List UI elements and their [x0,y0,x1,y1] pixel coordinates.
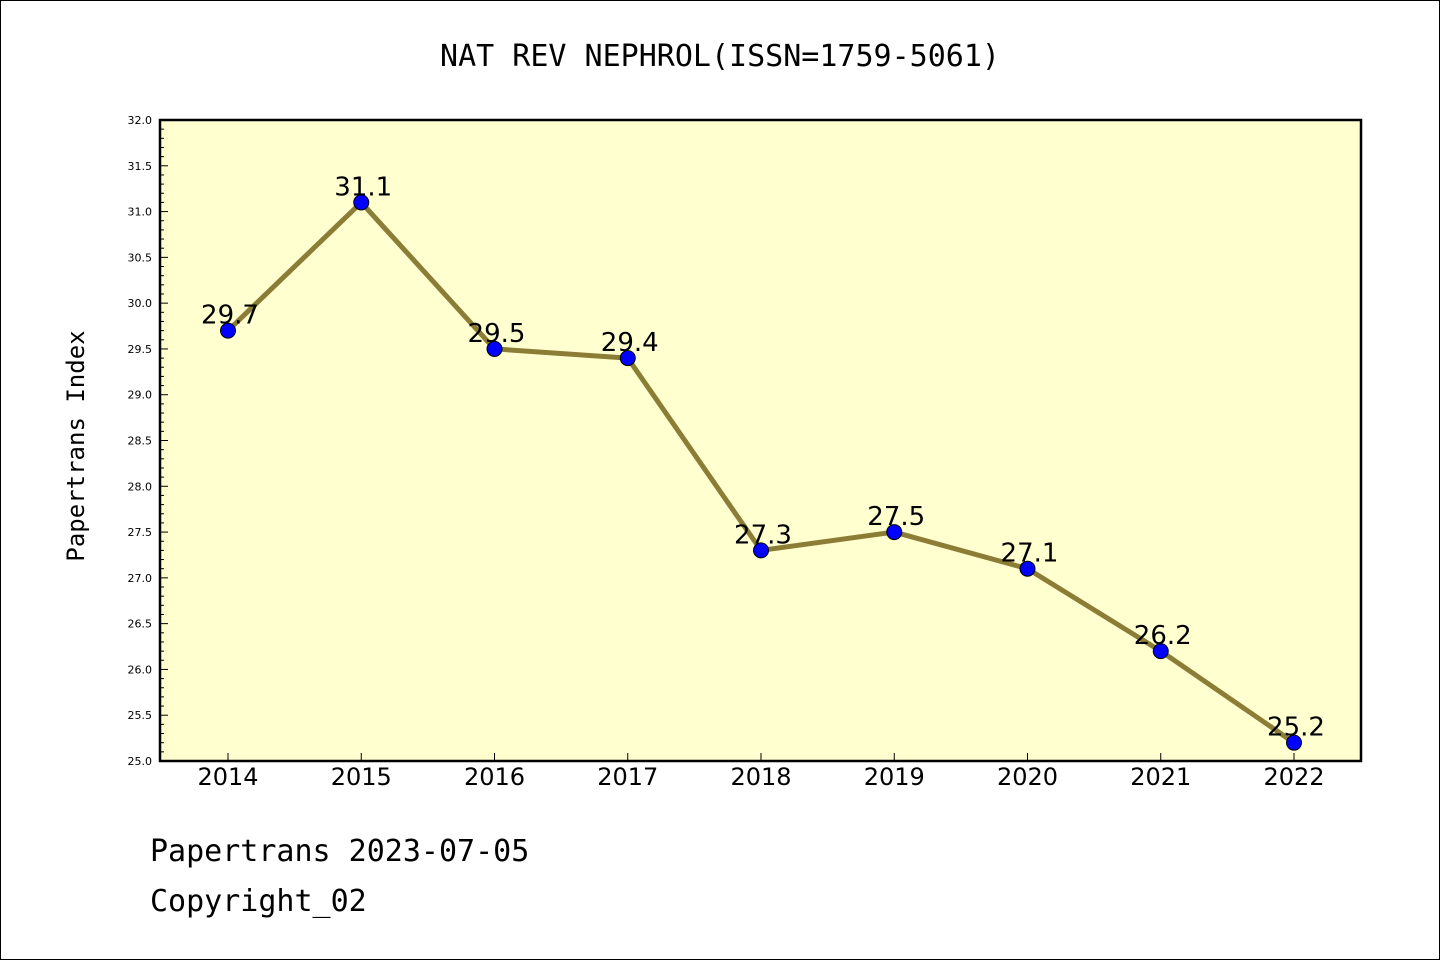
data-label: 29.4 [601,328,659,358]
x-tick-label: 2016 [464,763,525,791]
data-point-marker [753,542,769,559]
y-tick-label: 31.0 [128,206,153,219]
x-axis-ticks: 2014 2015 2016 2017 2018 2019 2020 2021 2022 [197,753,1325,791]
data-label: 25.2 [1267,713,1325,743]
y-axis-label: Papertrans Index [62,330,90,561]
y-tick-label: 30.5 [128,251,153,264]
data-label: 27.3 [734,520,792,550]
x-tick-label: 2020 [997,763,1058,791]
data-label: 29.7 [201,301,259,331]
data-label: 31.1 [334,172,392,202]
data-point-marker [353,194,370,211]
data-point-marker [220,322,236,339]
y-tick-label: 28.5 [128,435,153,448]
y-tick-label: 30.0 [128,297,153,310]
data-point-marker [1019,560,1036,577]
data-point-marker [619,350,636,367]
x-tick-label: 2017 [597,763,658,791]
data-labels-group: 29.7 31.1 29.5 29.4 27.3 27.5 27.1 26.2 25.2 [201,172,1325,742]
x-tick-label: 2019 [864,763,925,791]
y-tick-label: 29.5 [128,343,153,356]
y-axis-ticks: 25.0 25.5 26.0 26.5 27.0 27.5 28.0 28.5 29.0 29.5… [128,114,168,768]
series-line-group [220,194,1302,751]
y-tick-label: 31.5 [128,160,153,173]
data-point-marker [1286,734,1302,751]
data-point-marker [486,340,503,357]
chart-title: NAT REV NEPHROL(ISSN=1759-5061) [440,39,1000,74]
y-tick-label: 27.5 [128,526,153,539]
x-tick-label: 2014 [197,763,258,791]
footer-copyright: Copyright_02 [150,884,367,919]
x-tick-label: 2018 [730,763,791,791]
data-label: 27.1 [1001,539,1059,569]
data-point-marker [886,524,903,541]
y-tick-label: 26.0 [128,663,153,676]
x-tick-label: 2021 [1130,763,1191,791]
data-label: 29.5 [468,319,526,349]
y-tick-label: 25.0 [128,755,153,768]
x-tick-label: 2015 [331,763,392,791]
y-tick-label: 29.0 [128,389,153,402]
data-point-marker [1152,643,1169,660]
x-tick-label: 2022 [1263,763,1324,791]
y-tick-label: 27.0 [128,572,153,585]
data-label: 27.5 [867,502,925,532]
y-tick-label: 32.0 [128,114,153,127]
y-tick-label: 28.0 [128,480,153,493]
y-tick-label: 26.5 [128,618,153,631]
y-tick-label: 25.5 [128,709,153,722]
footer-date: Papertrans 2023-07-05 [150,834,530,869]
data-label: 26.2 [1134,621,1192,651]
